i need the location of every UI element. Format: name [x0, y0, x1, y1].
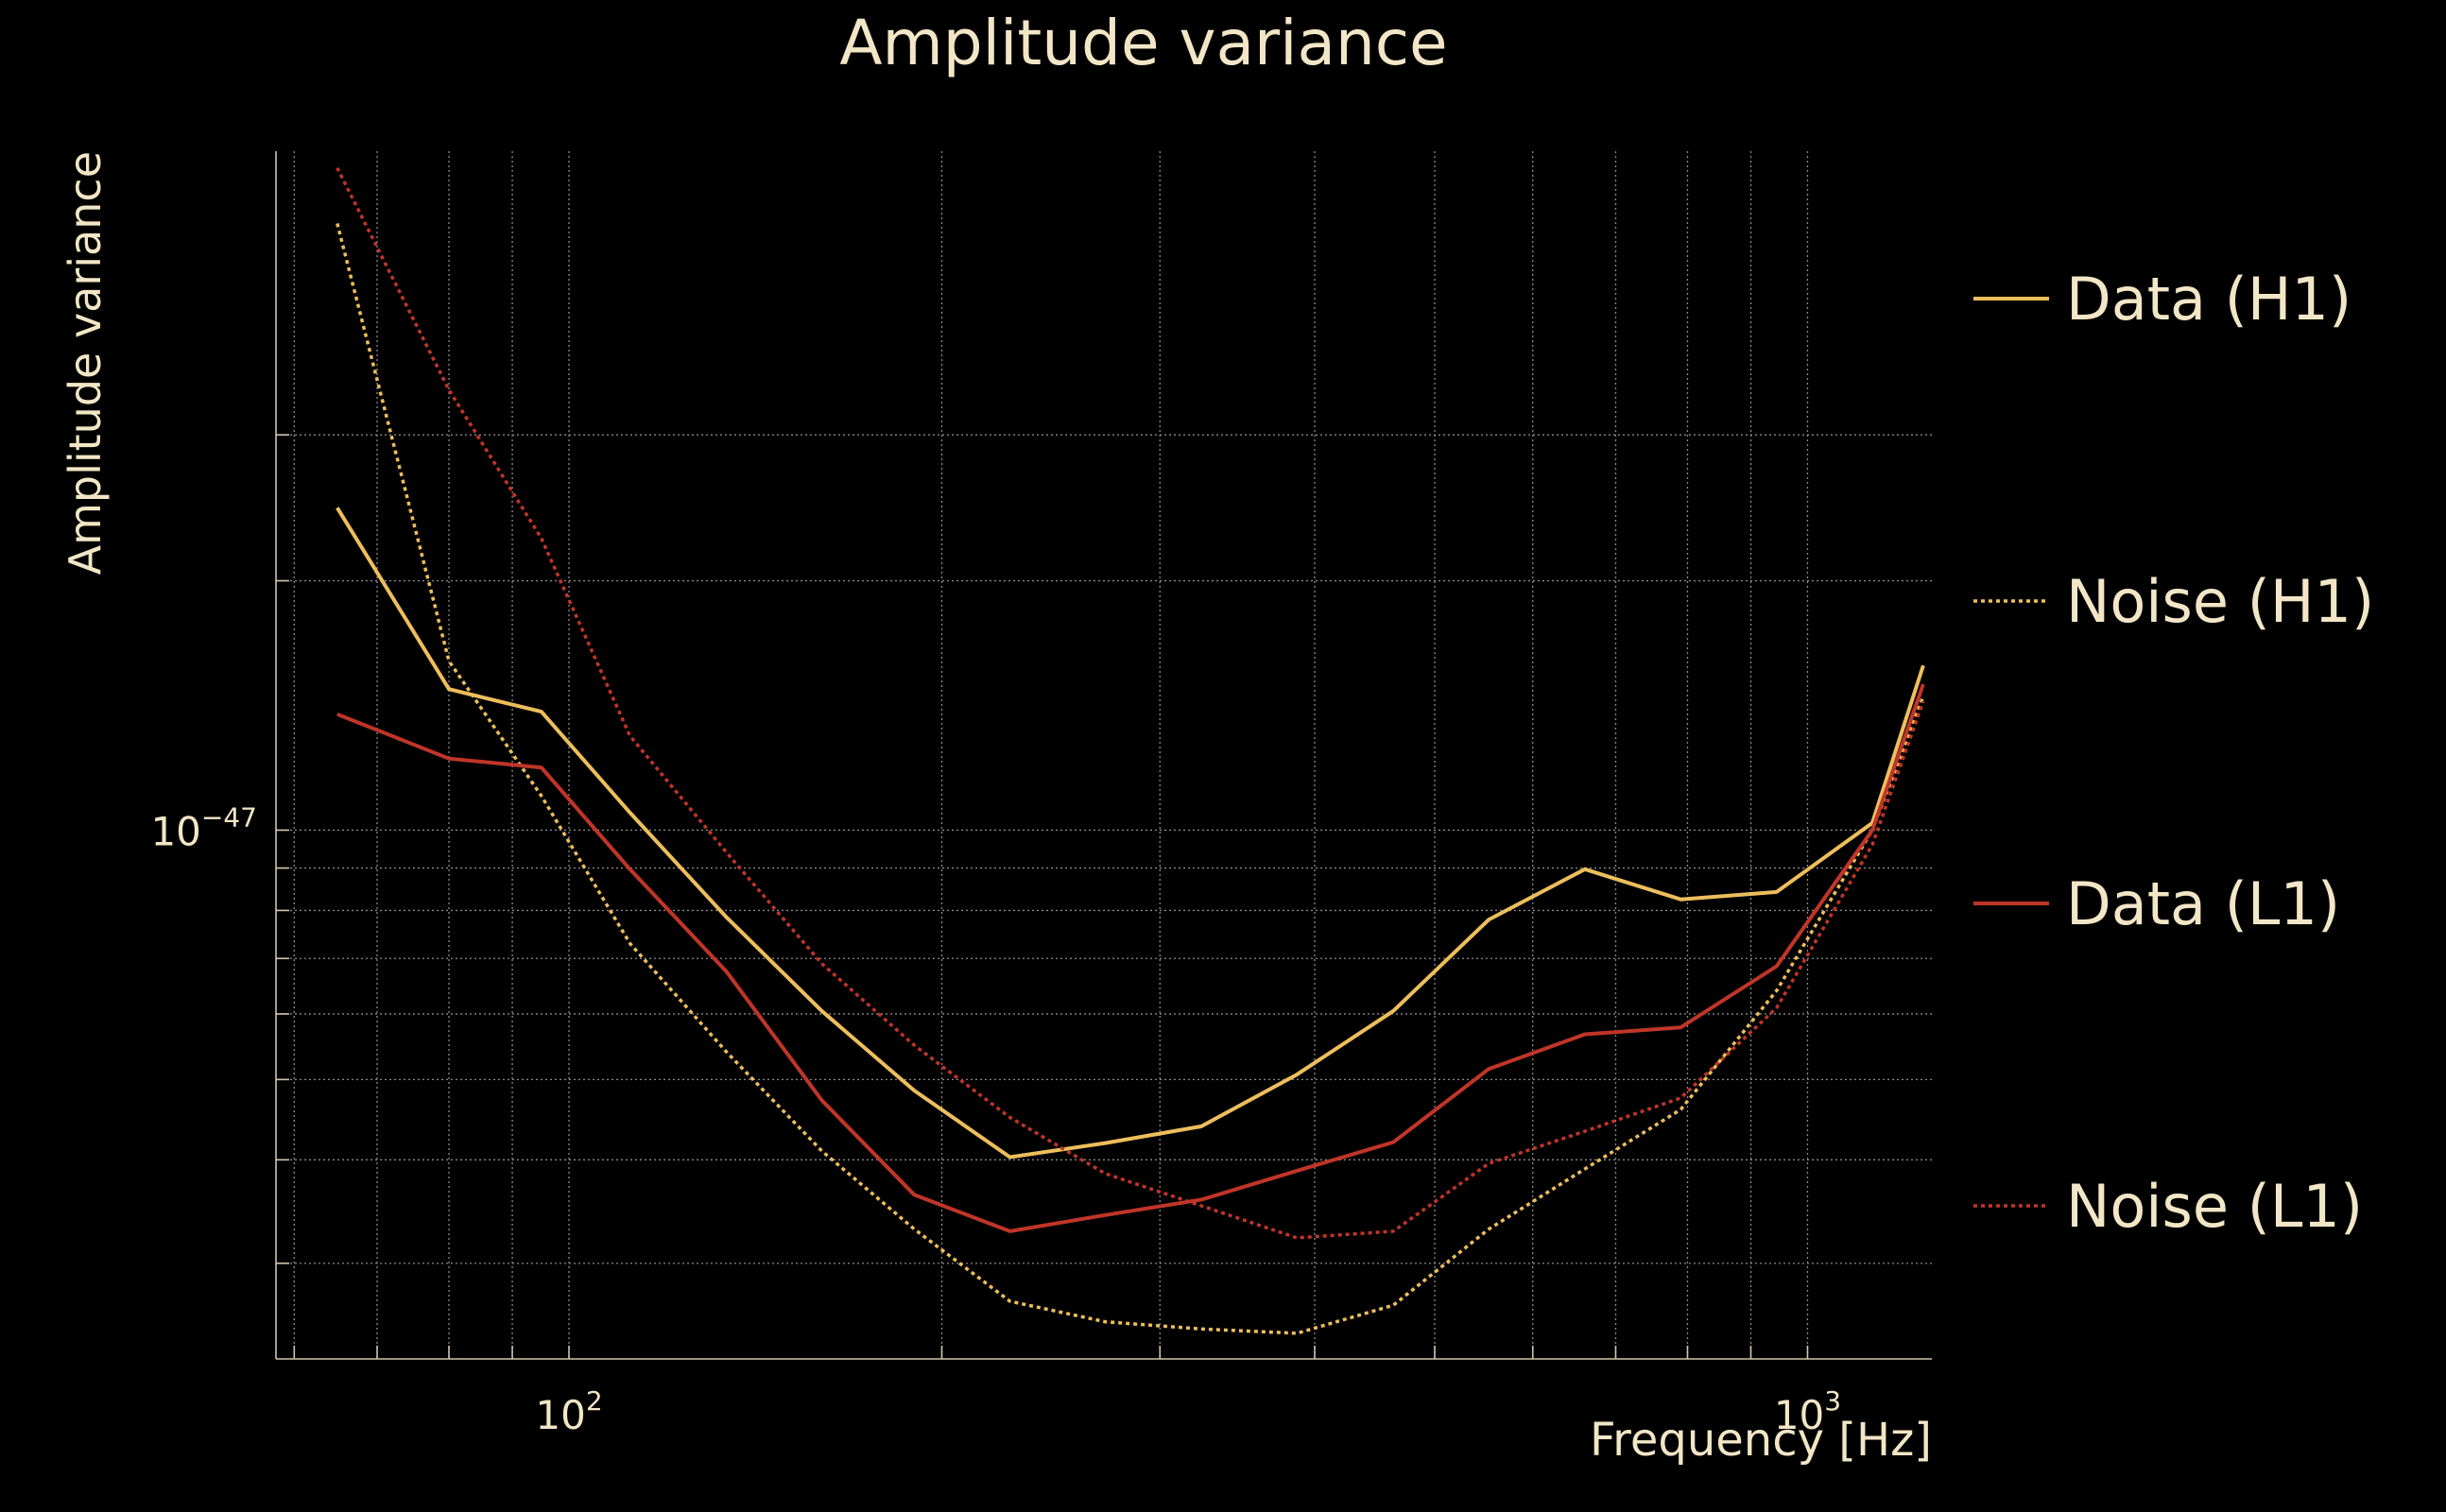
grid-lines	[276, 151, 1932, 1359]
x-tick-label: 102	[535, 1385, 602, 1438]
y-axis-label: Amplitude variance	[60, 151, 111, 575]
x-tick-label: 103	[1774, 1385, 1841, 1438]
legend-label-noise-l1: Noise (L1)	[2066, 1172, 2363, 1241]
legend-label-noise-h1: Noise (H1)	[2066, 567, 2374, 636]
legend-label-data-h1: Data (H1)	[2066, 265, 2351, 334]
y-tick-label: 10−47	[150, 801, 257, 854]
series-line-data-l1	[336, 683, 1925, 1233]
chart-title: Amplitude variance	[839, 7, 1447, 79]
legend: Data (H1) Noise (H1) Data (L1) Noise (L1)	[1973, 265, 2374, 1241]
series-lines	[336, 166, 1925, 1335]
axes: 102 103 10−47	[150, 151, 1932, 1438]
series-line-noise-h1	[336, 222, 1925, 1335]
x-axis-label: Frequency [Hz]	[1590, 1414, 1932, 1467]
series-line-data-h1	[336, 507, 1925, 1160]
legend-label-data-l1: Data (L1)	[2066, 869, 2340, 938]
